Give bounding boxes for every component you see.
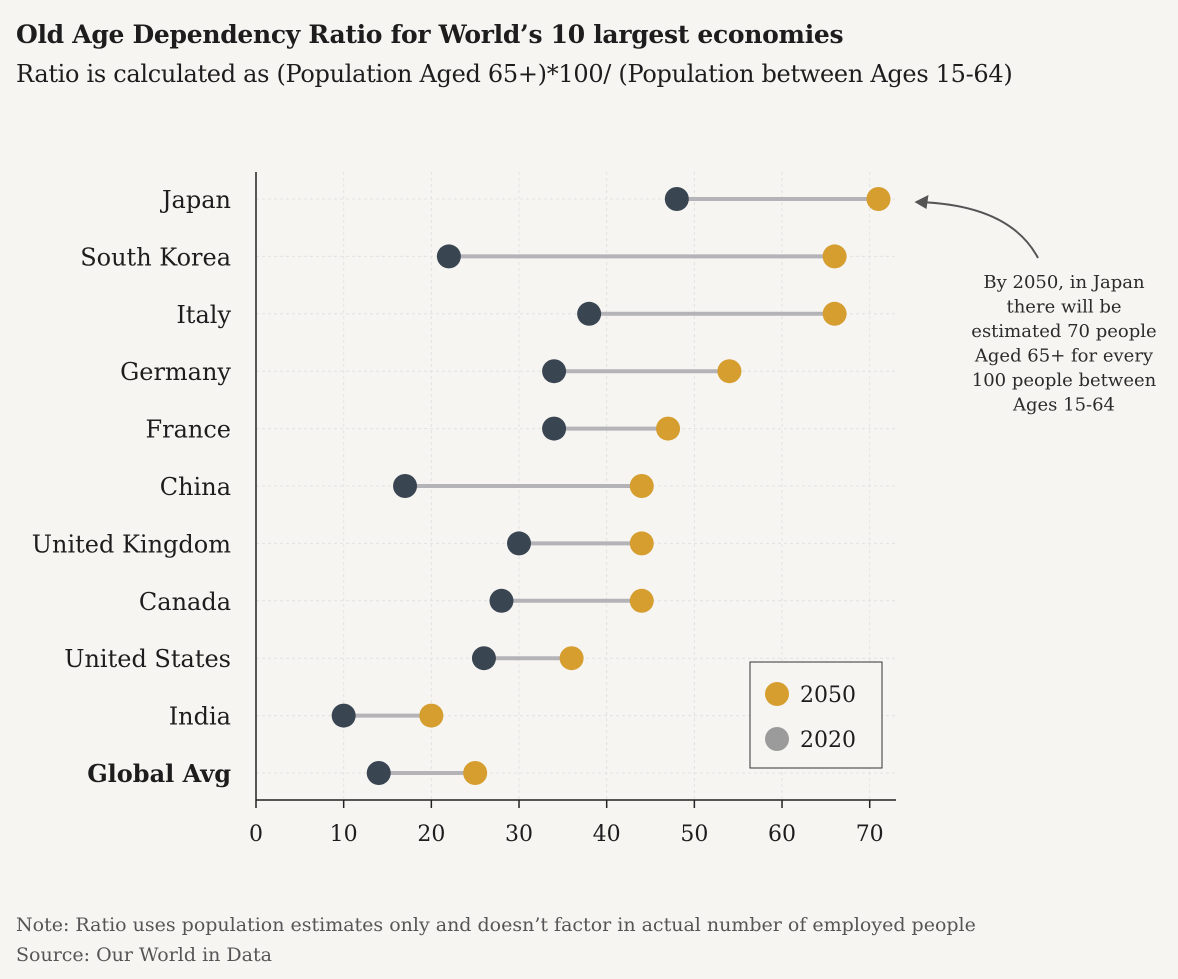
dot-2020 [366,761,391,785]
dot-2020 [664,187,689,211]
x-tick-label: 70 [856,822,884,847]
chart-subtitle: Ratio is calculated as (Population Aged … [16,60,1013,88]
category-label: India [169,703,231,731]
category-label: Germany [120,358,231,386]
dot-2050 [629,531,654,556]
dot-2050 [656,416,681,441]
dot-2020 [331,703,356,728]
dot-2020 [577,301,602,326]
category-label: France [145,416,231,444]
footer-note: Note: Ratio uses population estimates on… [16,914,976,936]
x-tick-label: 30 [505,822,533,847]
dot-2050 [822,301,847,326]
x-tick-label: 20 [417,822,445,847]
category-labels: Japan South Korea Italy Germany France China U… [32,186,232,788]
x-tick-label: 10 [330,822,358,847]
annotation-arrowhead [914,195,929,209]
connector-lines [343,197,879,775]
annotation-line: By 2050, in Japan [983,272,1145,293]
dot-2020 [436,244,461,269]
annotation-line: Aged 65+ for every [974,346,1154,367]
dot-2020 [542,359,567,384]
legend-label-2050: 2050 [800,683,856,708]
dot-2050 [822,244,847,269]
category-label: United States [64,645,231,673]
dot-2020 [507,531,532,556]
category-label: South Korea [80,243,231,271]
dot-2050 [463,761,488,785]
annotation-arrow [918,201,1039,259]
tick-labels: 0 10 20 30 40 50 60 70 [249,822,884,847]
dot-2050 [717,359,742,384]
x-tick-label: 50 [680,822,708,847]
category-label: Global Avg [87,759,231,788]
dot-2020 [542,416,567,441]
dot-2050 [866,187,891,211]
dot-2050 [559,646,584,671]
x-tick-label: 60 [768,822,796,847]
category-label: Italy [176,301,231,329]
legend-label-2020: 2020 [800,728,856,753]
legend: 2050 2020 [749,661,883,769]
dot-2050 [629,588,654,613]
annotation-line: Ages 15-64 [1012,395,1115,416]
annotation: By 2050, in Japan there will be estimated … [914,195,1157,416]
dot-2050 [419,703,444,728]
x-tick-label: 0 [249,822,263,847]
legend-box [749,661,883,769]
dot-2020 [489,588,514,613]
annotation-line: 100 people between [972,370,1157,391]
chart-title: Old Age Dependency Ratio for World’s 10 … [16,20,844,49]
x-tick-label: 40 [593,822,621,847]
category-label: Canada [139,588,231,616]
footer-source: Source: Our World in Data [16,944,272,966]
data-points [331,187,891,785]
dot-2050 [629,474,654,498]
axes [255,172,896,808]
legend-swatch-2020 [765,727,789,751]
category-label: China [160,473,231,501]
category-label: Japan [159,186,231,214]
dumbbell-chart: Japan South Korea Italy Germany France China U… [32,172,1157,847]
annotation-line: estimated 70 people [971,321,1156,342]
dot-2020 [471,646,496,671]
dot-2020 [393,474,418,498]
category-label: United Kingdom [32,530,231,558]
legend-swatch-2050 [765,682,789,706]
annotation-line: there will be [1006,297,1121,318]
